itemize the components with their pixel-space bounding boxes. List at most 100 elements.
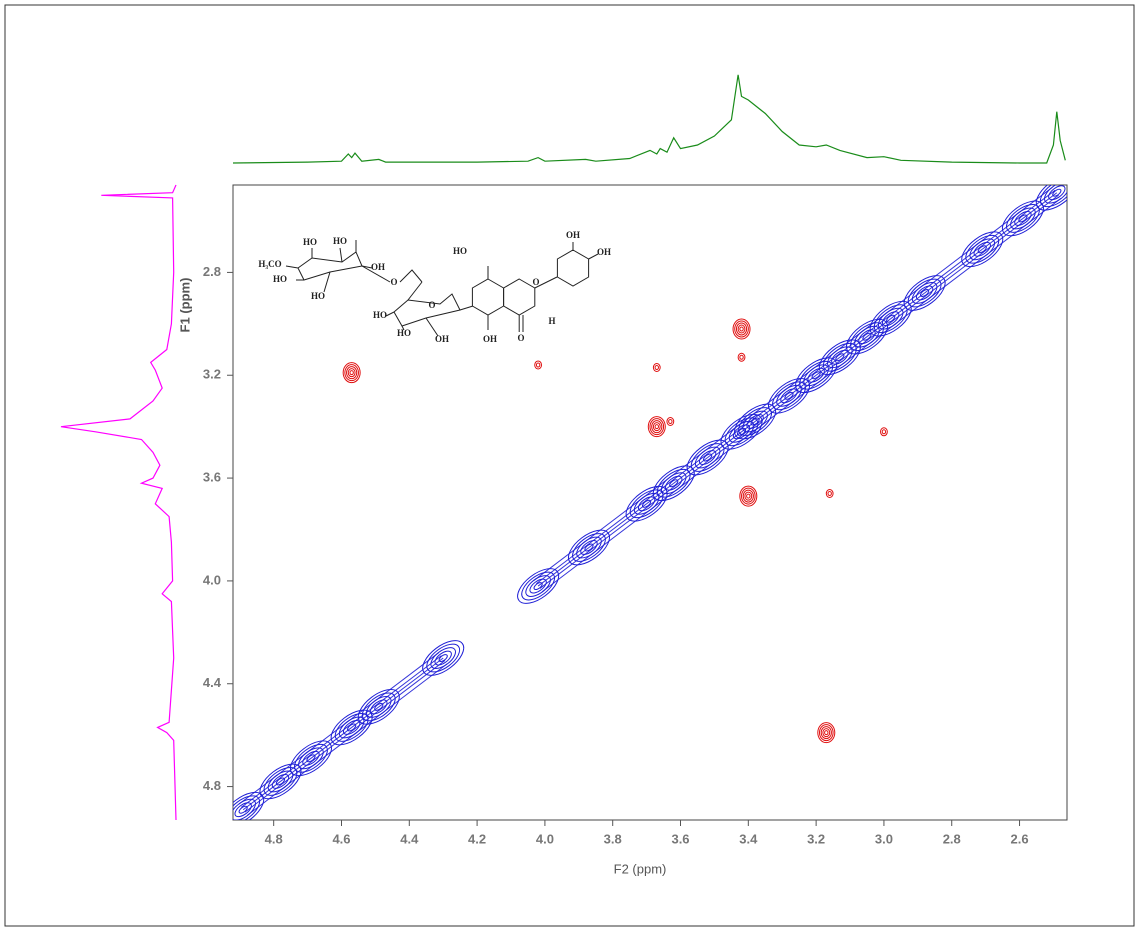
- diagonal-contour: [788, 374, 817, 397]
- cross-peak: [827, 491, 832, 497]
- diagonal-contour: [537, 547, 590, 587]
- structure-label: O: [428, 300, 435, 310]
- diagonal-contour: [669, 451, 704, 479]
- bond: [339, 247, 343, 263]
- diagonal-contour: [983, 220, 1026, 253]
- diagonal-contour: [588, 503, 647, 548]
- x-tick-label: 4.4: [400, 831, 419, 846]
- diagonal-contour: [349, 704, 378, 726]
- cross-peak: [739, 485, 758, 507]
- bond: [285, 265, 299, 269]
- diagonal-peak: [720, 413, 763, 450]
- cross-peak: [346, 366, 358, 380]
- diagonal-peak: [233, 798, 256, 820]
- diagonal-peak: [882, 311, 900, 327]
- cross-peak: [880, 427, 888, 437]
- diagonal-peak: [660, 472, 687, 495]
- cross-peak: [822, 728, 831, 738]
- diagonal-peak: [742, 410, 768, 433]
- diagonal-peak: [965, 234, 1000, 264]
- diagonal-peak: [803, 364, 829, 387]
- diagonal-peak: [525, 575, 551, 597]
- bond: [425, 317, 439, 337]
- diagonal-peak: [271, 774, 290, 789]
- diagonal-peak: [306, 754, 316, 763]
- cross-peak: [349, 370, 354, 376]
- diagonal-peak: [835, 353, 845, 362]
- bond: [361, 265, 373, 269]
- diagonal-peak: [750, 417, 760, 426]
- diagonal-contour: [1018, 186, 1053, 214]
- diagonal-peak: [572, 533, 606, 562]
- diagonal-contour: [351, 706, 380, 728]
- diagonal-peak: [567, 529, 610, 566]
- cross-peak: [737, 324, 746, 334]
- cross-peak: [734, 320, 749, 338]
- diagonal-peak: [736, 427, 747, 436]
- diagonal-peak: [886, 314, 896, 323]
- diagonal-contour: [247, 786, 285, 816]
- diagonal-peak: [656, 468, 691, 498]
- diagonal-peak: [811, 371, 821, 380]
- projections: [60, 74, 1066, 821]
- bond: [407, 281, 423, 301]
- diagonal-peak: [430, 647, 456, 669]
- diagonal-peak: [1006, 204, 1040, 233]
- cross-peak: [666, 417, 675, 427]
- diagonal-peak: [961, 231, 1004, 268]
- cross-peak: [742, 489, 754, 503]
- structure-label: OH: [566, 230, 580, 240]
- diagonal-peak: [694, 446, 721, 469]
- cross-peak: [824, 730, 829, 736]
- cross-peak: [654, 424, 659, 430]
- diagonal-peak: [234, 802, 252, 818]
- x-tick-label: 2.8: [943, 831, 961, 846]
- diagonal-peak: [850, 322, 884, 352]
- diagonal-peak: [738, 407, 772, 436]
- diagonal-contour: [536, 544, 588, 585]
- diagonal-contour: [533, 541, 586, 581]
- structure-label: O: [532, 277, 539, 287]
- diagonal-peak: [289, 740, 332, 777]
- cross-peak: [732, 318, 751, 340]
- x-tick-label: 3.0: [875, 831, 893, 846]
- diagonal-contour: [281, 760, 314, 785]
- diagonal-contour: [590, 505, 649, 551]
- diagonal-contour: [278, 755, 310, 780]
- x-tick-label: 3.2: [807, 831, 825, 846]
- diagonal-contour: [314, 732, 357, 765]
- diagonal-contour: [817, 359, 842, 379]
- bond: [401, 325, 405, 331]
- diagonal-contour: [837, 333, 866, 356]
- diagonal-contour: [977, 212, 1020, 245]
- structure-label: H: [548, 316, 555, 326]
- cross-peak: [820, 726, 832, 740]
- f2-projection: [232, 74, 1066, 164]
- diagonal-contour: [306, 721, 348, 754]
- diagonal-peak: [580, 540, 598, 555]
- y-tick-label: 4.0: [203, 572, 221, 587]
- cross-peak: [651, 420, 663, 434]
- x-tick-label: 3.4: [739, 831, 758, 846]
- cross-peak: [654, 365, 659, 371]
- cross-peak: [652, 363, 661, 373]
- diagonal-contour: [926, 251, 985, 296]
- diagonal-peak: [642, 499, 652, 508]
- diagonal-peak: [665, 475, 683, 491]
- diagonal-peak: [1039, 185, 1067, 208]
- y-tick-label: 4.4: [203, 675, 222, 690]
- cross-peak: [881, 429, 887, 435]
- cross-peak: [344, 364, 359, 382]
- diagonal-contour: [739, 418, 754, 430]
- diagonal-contour: [378, 657, 444, 708]
- diagonal-peak: [862, 332, 872, 341]
- x-tick-label: 4.0: [536, 831, 554, 846]
- structure-label: HO: [311, 291, 325, 301]
- diagonal-peak: [517, 568, 560, 604]
- diagonal-peak: [669, 479, 679, 488]
- x-axis-label: F2 (ppm): [614, 861, 667, 876]
- diagonal-contour: [790, 377, 819, 399]
- diagonal-contour: [711, 437, 747, 464]
- diagonal-contour: [353, 708, 381, 731]
